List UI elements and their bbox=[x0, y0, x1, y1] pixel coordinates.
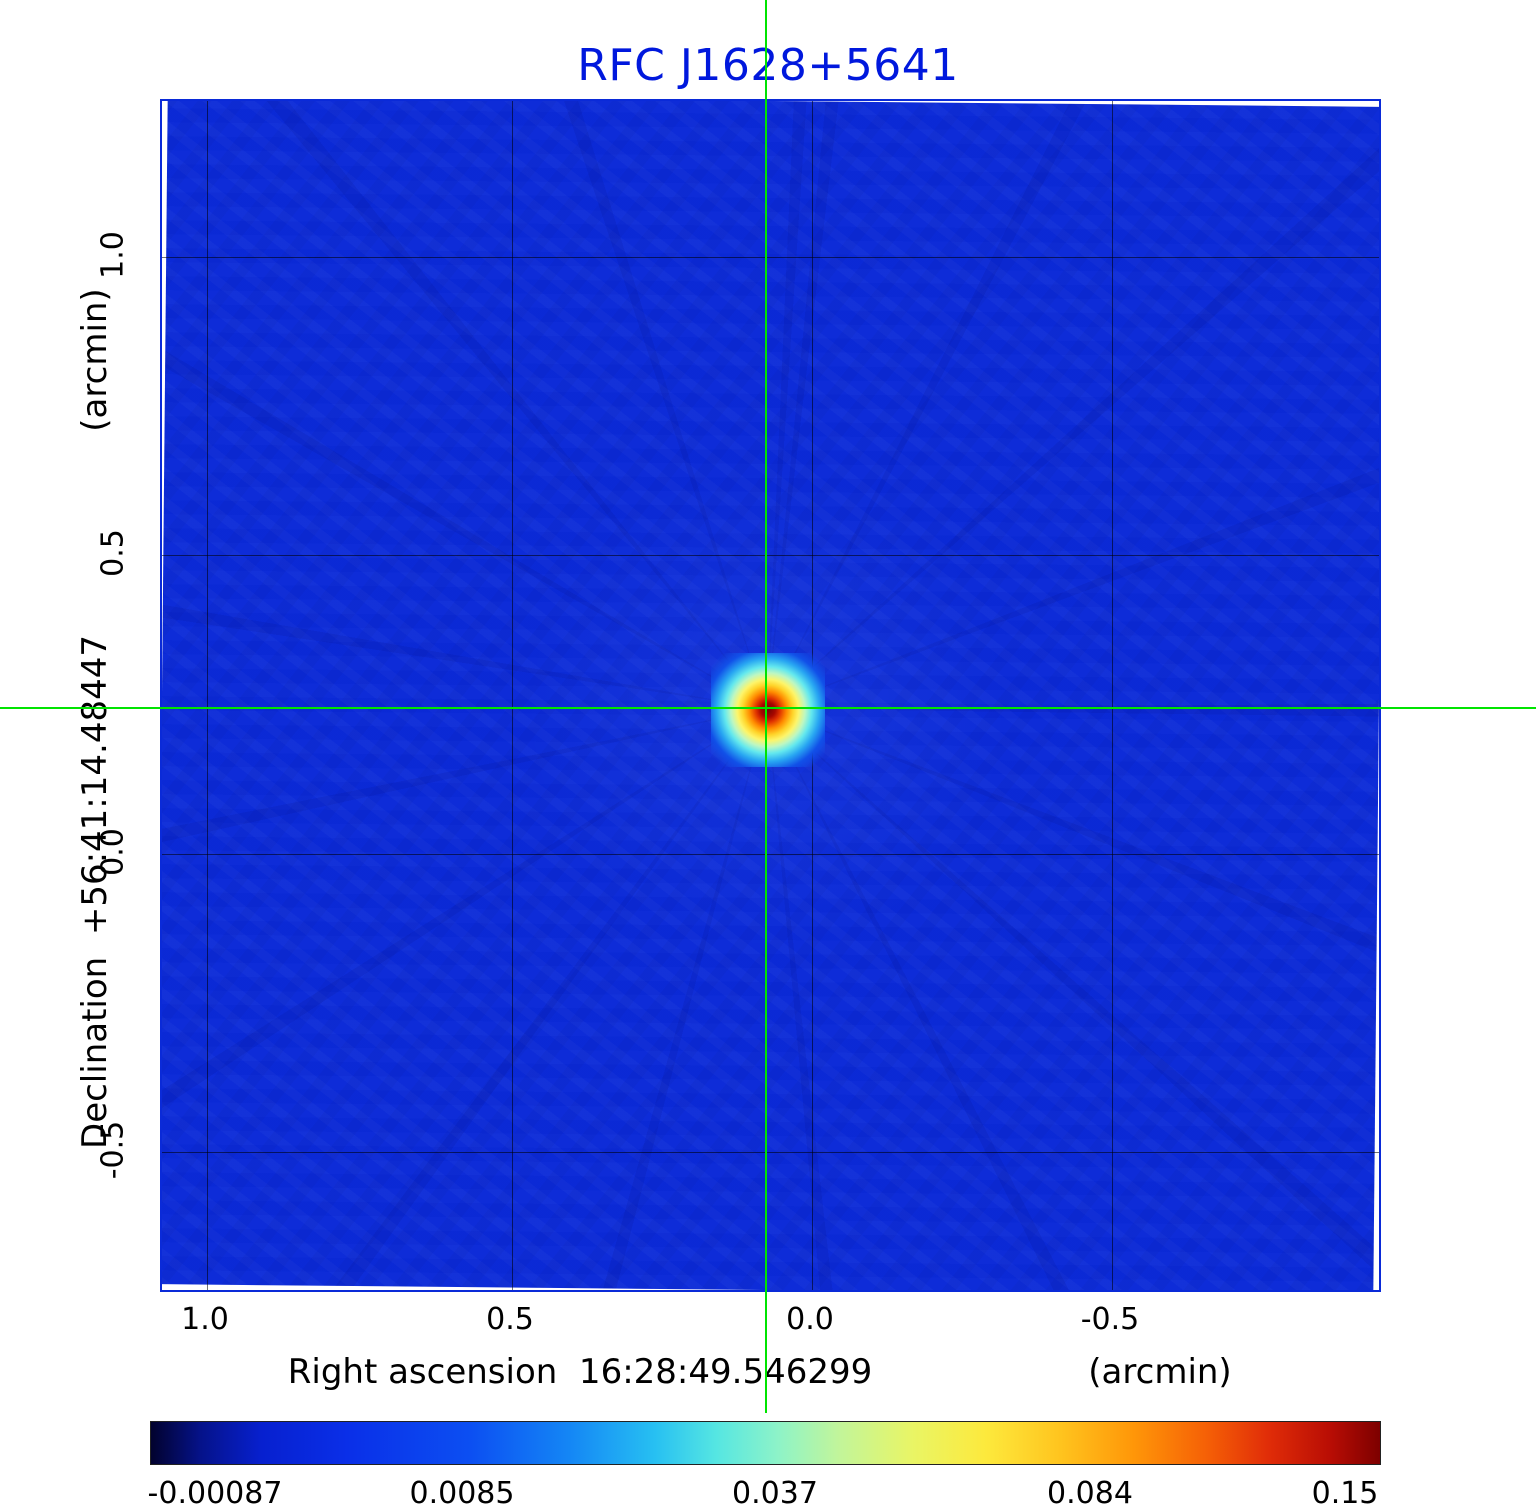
x-tick-label: 0.5 bbox=[486, 1302, 534, 1337]
y-tick-label: 0.5 bbox=[95, 529, 131, 577]
grid-line bbox=[162, 257, 1379, 258]
grid-line bbox=[512, 101, 513, 1290]
grid-line bbox=[162, 1152, 1379, 1153]
colorbar bbox=[150, 1421, 1381, 1465]
point-source bbox=[711, 653, 825, 767]
grid-line bbox=[162, 854, 1379, 855]
x-axis-unit-label: (arcmin) bbox=[1088, 1352, 1232, 1392]
plot-area bbox=[160, 99, 1381, 1292]
grid-line bbox=[207, 101, 208, 1290]
crosshair-vertical-line bbox=[765, 0, 767, 1413]
colorbar-tick-label: 0.084 bbox=[1047, 1476, 1133, 1511]
chart-title: RFC J1628+5641 bbox=[577, 40, 959, 91]
x-tick-label: 0.0 bbox=[786, 1302, 834, 1337]
y-axis-label: Declination +56:41:14.48447 bbox=[75, 635, 115, 1149]
x-axis-label: Right ascension 16:28:49.546299 bbox=[287, 1352, 873, 1392]
colorbar-tick-label: -0.00087 bbox=[147, 1476, 283, 1511]
x-tick-label: -0.5 bbox=[1080, 1302, 1140, 1337]
grid-line bbox=[1112, 101, 1113, 1290]
colorbar-tick-label: 0.037 bbox=[732, 1476, 818, 1511]
colorbar-tick-label: 0.15 bbox=[1311, 1476, 1379, 1511]
y-tick-label: 1.0 bbox=[95, 231, 131, 279]
y-axis-unit-label: (arcmin) bbox=[75, 288, 115, 432]
x-tick-label: 1.0 bbox=[181, 1302, 229, 1337]
colorbar-tick-label: 0.0085 bbox=[409, 1476, 515, 1511]
crosshair-horizontal-line bbox=[0, 707, 1536, 709]
grid-line bbox=[162, 555, 1379, 556]
